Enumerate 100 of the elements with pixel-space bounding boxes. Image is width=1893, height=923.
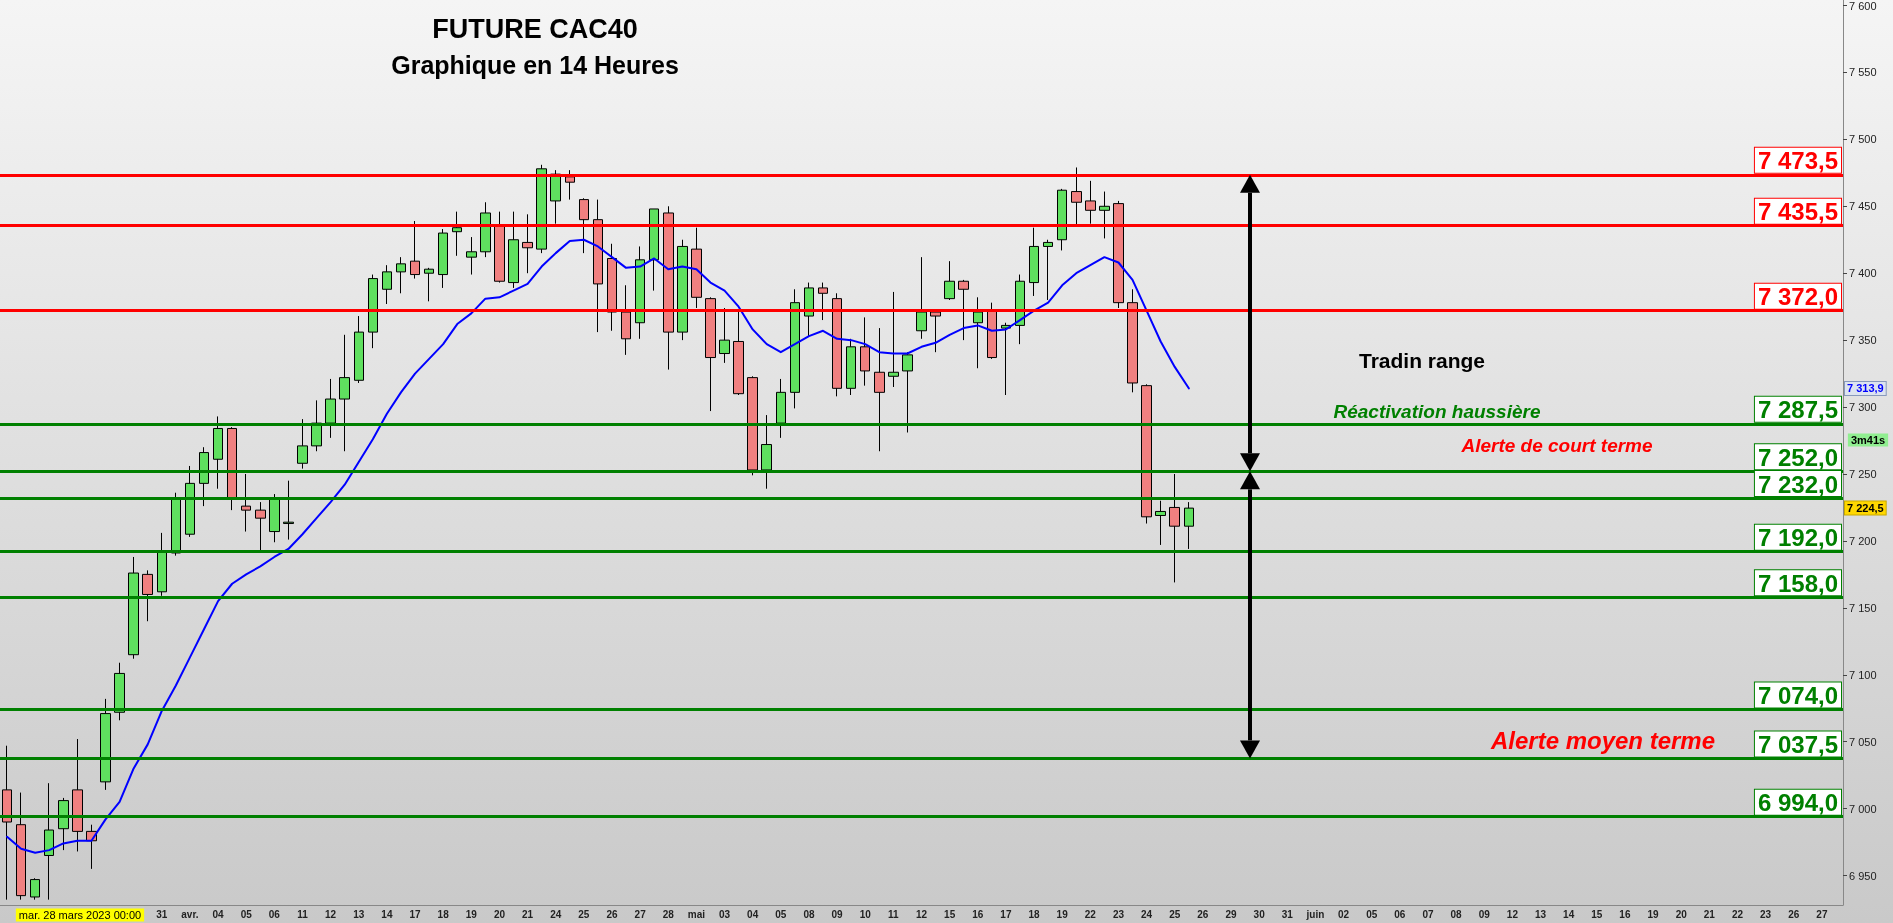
x-tick-label: 06 — [1394, 908, 1406, 920]
candlestick — [635, 245, 645, 340]
candlestick — [804, 282, 814, 337]
ref-line-label: 7 473,5 — [1757, 147, 1838, 175]
x-tick-label: 29 — [1225, 908, 1238, 920]
x-tick-label: 11 — [888, 908, 900, 920]
x-tick-label: 17 — [409, 908, 422, 920]
x-tick-label: 20 — [493, 908, 506, 920]
y-tick-label: 7 050 — [1849, 735, 1877, 748]
candlestick — [354, 315, 364, 384]
candlestick — [973, 296, 983, 369]
ref-line-label: 7 192,0 — [1757, 524, 1838, 552]
candlestick — [185, 465, 195, 538]
candlestick — [747, 375, 758, 476]
x-tick-label: 24 — [550, 908, 562, 920]
x-tick-label: 21 — [1703, 908, 1716, 920]
candlestick — [100, 698, 111, 791]
x-tick-label: juin — [1305, 908, 1325, 920]
line-series — [6, 238, 1190, 854]
candlestick — [368, 274, 378, 349]
x-tick-label: 08 — [803, 908, 815, 920]
candlestick — [691, 227, 702, 309]
y-tick-label: 7 300 — [1849, 401, 1877, 414]
x-tick-label: 23 — [1112, 908, 1125, 920]
x-tick-label: 19 — [1647, 908, 1660, 920]
candlestick — [733, 310, 744, 396]
text: FUTURE CAC40 — [432, 13, 638, 44]
x-tick-label: 04 — [747, 908, 759, 920]
x-tick-label: 12 — [1506, 908, 1519, 920]
x-tick-label: mai — [687, 908, 706, 920]
candlestick — [1057, 188, 1067, 251]
x-tick-label: 26 — [1197, 908, 1209, 920]
candlestick — [157, 532, 167, 597]
x-tick-label: 11 — [297, 908, 309, 920]
x-tick-label: 27 — [1816, 908, 1828, 920]
candlestick — [382, 264, 392, 305]
x-tick-label: 21 — [522, 908, 534, 920]
candlestick — [142, 569, 153, 622]
x-tick-label: 08 — [1450, 908, 1463, 920]
candlestick — [452, 211, 462, 257]
candlestick — [44, 782, 54, 901]
x-tick-label: 13 — [1534, 908, 1547, 920]
candlestick — [508, 211, 519, 289]
x-tick-label: 02 — [1338, 908, 1350, 920]
candlestick — [72, 738, 83, 852]
y-tick-label: 7 450 — [1849, 200, 1877, 213]
x-tick-label: 22 — [1084, 908, 1097, 920]
x-tick-label: 20 — [1675, 908, 1688, 920]
candlestick — [58, 797, 69, 851]
y-tick-label: 7 500 — [1849, 133, 1877, 146]
candlestick — [1001, 322, 1011, 396]
text: Graphique en 14 Heures — [391, 50, 679, 79]
candlestick — [16, 792, 26, 901]
candlestick — [860, 316, 870, 387]
candlestick — [1184, 501, 1194, 550]
candlestick — [761, 414, 772, 490]
y-tick-label: 7 150 — [1849, 601, 1877, 614]
candlestick — [424, 267, 434, 302]
candlestick — [677, 239, 688, 341]
candlestick — [1029, 227, 1039, 297]
x-tick-label: 19 — [1056, 908, 1069, 920]
x-tick-label: 03 — [718, 908, 731, 920]
candlestick — [705, 296, 716, 412]
candlestick — [171, 492, 181, 557]
x-tick-label: 24 — [1141, 908, 1153, 920]
candlestick — [339, 334, 350, 452]
candlestick — [818, 282, 828, 321]
ref-line-label: 6 994,0 — [1757, 789, 1838, 817]
x-tick-label: 17 — [1000, 908, 1012, 920]
x-tick-label: 16 — [972, 908, 984, 920]
annotation: Alerte de court terme — [1460, 434, 1653, 456]
x-tick-label: 31 — [1281, 908, 1294, 920]
ref-line-label: 7 372,0 — [1757, 283, 1838, 311]
ref-line-label: 7 252,0 — [1757, 443, 1838, 471]
candlestick — [30, 877, 40, 901]
ref-line-label: 7 074,0 — [1757, 682, 1838, 710]
candlestick — [846, 338, 856, 396]
candlestick — [128, 556, 139, 660]
candlestick — [1127, 288, 1138, 393]
candlestick — [269, 493, 280, 543]
ref-line-label: 7 037,5 — [1757, 730, 1838, 758]
candlestick — [902, 351, 913, 433]
y-tick-label: 7 550 — [1849, 66, 1877, 79]
ref-line-label: 7 287,5 — [1757, 396, 1838, 424]
candlestick — [536, 164, 547, 254]
y-tick-label: 7 200 — [1849, 534, 1877, 547]
candlestick — [2, 745, 12, 901]
y-tick-label: 7 100 — [1849, 668, 1877, 681]
x-tick-label: 06 — [268, 908, 281, 920]
x-tick-label: 23 — [1760, 908, 1772, 920]
candlestick — [565, 169, 575, 201]
x-tick-label: 22 — [1731, 908, 1744, 920]
candlestick — [114, 662, 125, 721]
x-tick-label: 07 — [1422, 908, 1434, 920]
candlestick — [1169, 473, 1180, 583]
x-tick-label: 26 — [1788, 908, 1800, 920]
candlestick — [916, 256, 927, 340]
candlestick — [1155, 500, 1166, 546]
annotation: Alerte moyen terme — [1489, 726, 1716, 754]
candlestick — [663, 205, 674, 371]
